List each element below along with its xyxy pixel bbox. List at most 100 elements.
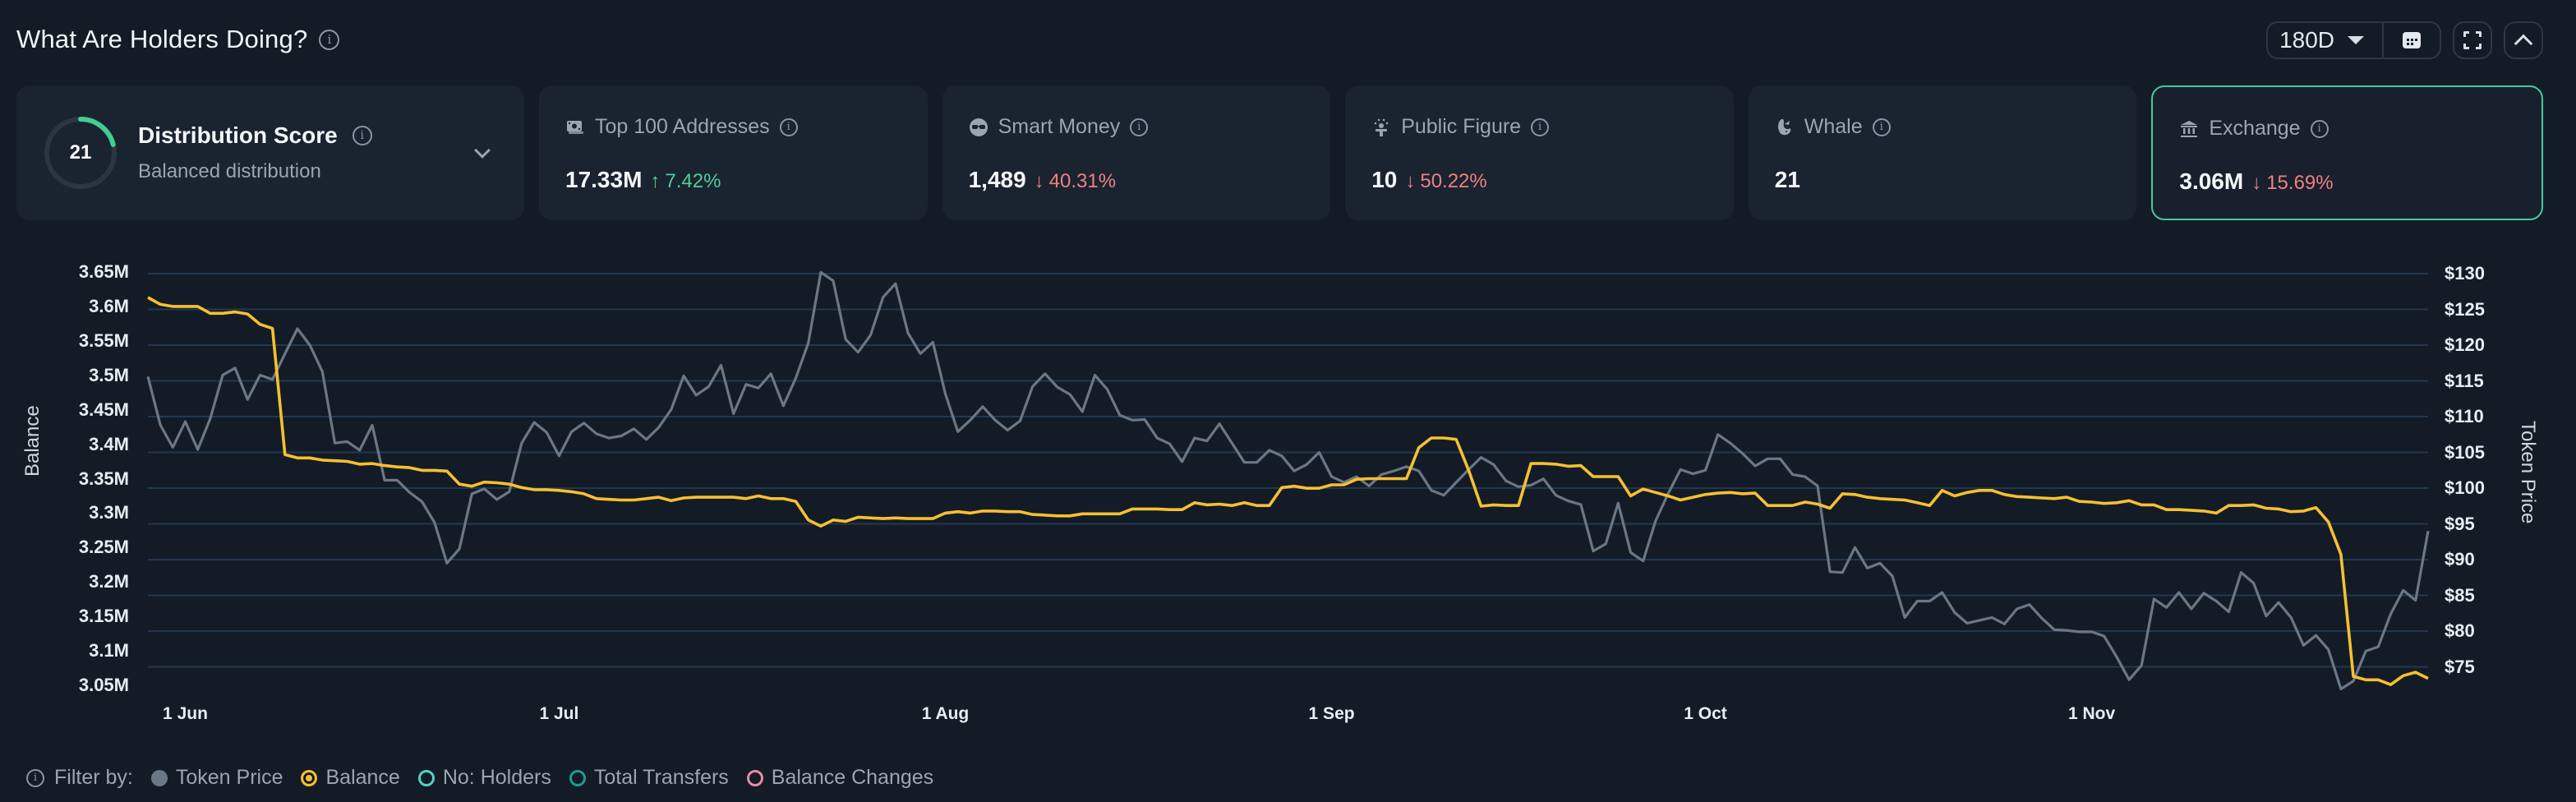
legend-item-balance[interactable]: Balance xyxy=(301,766,400,790)
card-label: Whale xyxy=(1804,115,1863,138)
y-tick-left: 3.3M xyxy=(89,502,129,523)
card-label: Exchange xyxy=(2209,117,2301,140)
card-value: 21 xyxy=(1774,167,1800,192)
card-label: Smart Money xyxy=(998,115,1121,138)
token-price-line xyxy=(146,270,2430,691)
y-tick-right: $80 xyxy=(2445,620,2475,641)
expand-icon xyxy=(2463,31,2482,49)
card-smart-money[interactable]: Smart Money i 1,489 ↓ 40.31% xyxy=(942,85,1331,220)
chevron-down-icon[interactable] xyxy=(474,142,491,159)
y-tick-right: $95 xyxy=(2445,513,2475,534)
summary-cards: 21 Distribution Score i Balanced distrib… xyxy=(16,85,2543,220)
arrow-up-icon: ↑ xyxy=(650,170,661,192)
card-label: Public Figure xyxy=(1401,115,1522,138)
info-icon[interactable]: i xyxy=(319,29,340,50)
x-tick: 1 Jun xyxy=(163,704,208,723)
score-value: 21 xyxy=(69,141,92,164)
chart-controls: 180D xyxy=(2266,21,2543,59)
delta-badge: ↑ 7.42% xyxy=(650,170,721,192)
y-tick-left: 3.1M xyxy=(89,640,129,661)
bank-icon xyxy=(2181,120,2198,137)
card-value: 10 xyxy=(1371,167,1398,192)
x-tick: 1 Sep xyxy=(1308,704,1355,723)
legend-radio-icon xyxy=(569,769,586,786)
info-icon[interactable]: i xyxy=(352,126,372,145)
caret-down-icon xyxy=(2348,36,2364,44)
score-subtitle: Balanced distribution xyxy=(138,160,321,182)
y-tick-left: 3.6M xyxy=(89,295,129,316)
delta-badge: ↓ 50.22% xyxy=(1405,170,1487,192)
y-tick-right: $100 xyxy=(2445,477,2485,498)
legend-radio-selected-icon xyxy=(301,769,318,786)
whale-icon xyxy=(1777,118,1791,135)
delta-badge: ↓ 15.69% xyxy=(2251,172,2334,194)
calendar-icon xyxy=(2403,32,2421,48)
y-tick-left: 3.15M xyxy=(78,606,129,627)
y-tick-left: 3.4M xyxy=(89,433,129,454)
y-tick-right: $105 xyxy=(2445,441,2485,463)
legend-item-total-transfers[interactable]: Total Transfers xyxy=(569,766,729,790)
info-icon[interactable]: i xyxy=(779,118,798,136)
distribution-score-card[interactable]: 21 Distribution Score i Balanced distrib… xyxy=(16,85,524,220)
legend-radio-icon xyxy=(417,769,435,786)
y-tick-right: $125 xyxy=(2445,298,2485,320)
sunglasses-icon xyxy=(969,118,988,136)
arrow-down-icon: ↓ xyxy=(1034,170,1044,192)
chart-plot-area[interactable] xyxy=(0,247,2576,740)
legend-radio-icon xyxy=(746,769,763,786)
x-tick: 1 Oct xyxy=(1684,704,1727,723)
page-title: What Are Holders Doing? xyxy=(16,25,308,53)
info-icon[interactable]: i xyxy=(1130,118,1149,136)
y-tick-left: 3.05M xyxy=(78,675,129,695)
chart-legend: i Filter by: Token Price Balance No: Hol… xyxy=(26,766,933,790)
delta-badge: ↓ 40.31% xyxy=(1034,170,1117,192)
info-icon[interactable]: i xyxy=(26,768,44,787)
fullscreen-button[interactable] xyxy=(2453,21,2492,59)
score-title: Distribution Score xyxy=(138,122,338,148)
y-tick-left: 3.45M xyxy=(78,399,129,420)
y-tick-right: $90 xyxy=(2445,549,2475,569)
x-tick: 1 Aug xyxy=(921,704,970,723)
arrow-down-icon: ↓ xyxy=(2251,172,2262,194)
score-gauge: 21 xyxy=(43,115,118,191)
chevron-up-icon xyxy=(2514,34,2533,53)
y-axis-left-title: Balance xyxy=(21,405,44,477)
section-header: What Are Holders Doing? i xyxy=(16,20,340,59)
legend-item-token-price[interactable]: Token Price xyxy=(150,766,283,790)
y-tick-left: 3.35M xyxy=(78,468,129,489)
y-tick-left: 3.25M xyxy=(78,537,129,558)
card-public-figure[interactable]: Public Figure i 10 ↓ 50.22% xyxy=(1345,85,1734,220)
range-dropdown[interactable]: 180D xyxy=(2268,23,2384,58)
balance-line xyxy=(147,296,2429,687)
y-axis-right-title: Token Price xyxy=(2517,421,2539,524)
y-tick-right: $110 xyxy=(2445,406,2484,426)
x-tick: 1 Nov xyxy=(2067,704,2116,723)
y-tick-right: $120 xyxy=(2445,334,2485,355)
info-icon[interactable]: i xyxy=(2310,119,2329,138)
y-tick-left: 3.55M xyxy=(78,330,129,351)
arrow-down-icon: ↓ xyxy=(1405,170,1416,192)
y-tick-left: 3.2M xyxy=(89,571,129,592)
gauge-ring xyxy=(44,117,117,189)
y-tick-left: 3.5M xyxy=(89,364,129,385)
legend-dot-filled-icon xyxy=(150,769,168,786)
collapse-button[interactable] xyxy=(2504,21,2543,59)
range-value: 180D xyxy=(2279,27,2334,53)
info-icon[interactable]: i xyxy=(1872,118,1891,136)
card-exchange[interactable]: Exchange i 3.06M ↓ 15.69% xyxy=(2151,85,2543,220)
y-tick-right: $85 xyxy=(2445,584,2475,606)
range-control: 180D xyxy=(2266,21,2441,59)
card-whale[interactable]: Whale i 21 xyxy=(1748,85,2137,220)
chart-gridlines xyxy=(148,273,2428,668)
legend-item-no-holders[interactable]: No: Holders xyxy=(417,766,551,790)
y-tick-right: $115 xyxy=(2445,370,2484,391)
y-tick-left: 3.65M xyxy=(78,261,129,282)
legend-item-balance-changes[interactable]: Balance Changes xyxy=(746,766,933,790)
holders-chart: Balance Token Price 3.65M 3.6M 3.55M 3.5M 3.… xyxy=(0,247,2576,740)
card-value: 3.06M xyxy=(2179,168,2244,194)
y-tick-right: $75 xyxy=(2445,656,2475,677)
calendar-button[interactable] xyxy=(2384,23,2440,58)
card-value: 1,489 xyxy=(968,167,1026,192)
info-icon[interactable]: i xyxy=(1531,118,1550,136)
card-top-100-addresses[interactable]: Top 100 Addresses i 17.33M ↑ 7.42% xyxy=(539,85,928,220)
